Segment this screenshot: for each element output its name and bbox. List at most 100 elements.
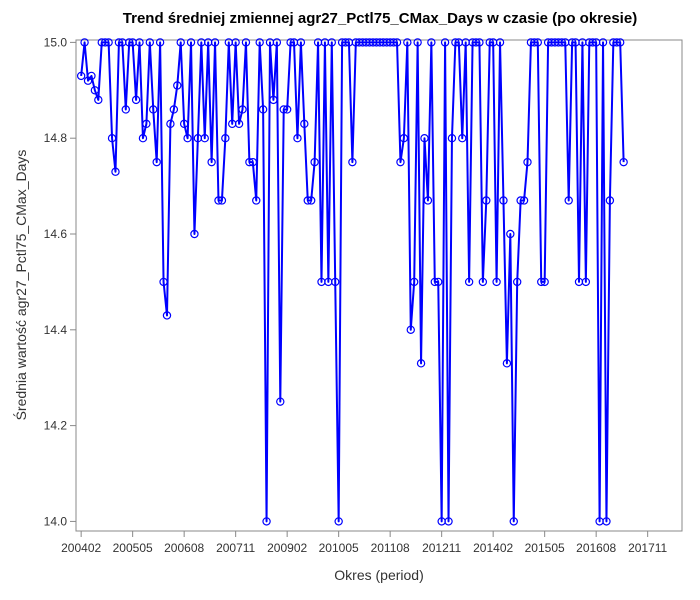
data-point	[207, 157, 216, 167]
data-point	[533, 38, 543, 47]
data-point	[581, 277, 591, 287]
data-point	[145, 38, 155, 47]
data-point	[588, 38, 597, 47]
y-tick-label: 14.8	[44, 131, 68, 145]
data-point	[241, 38, 251, 47]
data-point	[183, 133, 192, 143]
data-point	[152, 157, 161, 167]
data-point	[310, 157, 319, 167]
data-point	[186, 38, 196, 47]
data-point	[296, 38, 306, 47]
series-layer	[76, 38, 628, 526]
data-point	[231, 38, 240, 47]
data-point	[169, 105, 179, 114]
data-point	[567, 38, 577, 47]
data-point	[530, 38, 539, 47]
data-point	[293, 133, 302, 143]
data-point	[162, 311, 172, 320]
data-point	[221, 133, 230, 143]
data-point	[537, 277, 546, 287]
data-point	[523, 157, 532, 167]
data-point	[121, 105, 130, 114]
data-point	[173, 81, 182, 90]
data-point	[217, 196, 227, 205]
data-point	[482, 196, 491, 205]
data-point	[409, 277, 419, 287]
data-point	[80, 38, 89, 47]
data-point	[100, 38, 110, 47]
data-point	[605, 196, 615, 205]
data-point	[190, 229, 199, 239]
data-point	[495, 38, 505, 47]
data-point	[135, 38, 144, 47]
data-point	[447, 133, 457, 143]
data-point	[403, 38, 412, 47]
data-point	[492, 277, 501, 287]
data-point	[210, 38, 220, 47]
data-point	[245, 157, 254, 167]
chart-title: Trend średniej zmiennej agr27_Pctl75_CMa…	[122, 10, 638, 27]
data-point	[612, 38, 621, 47]
x-tick-label: 200902	[267, 541, 307, 555]
data-point	[444, 517, 453, 526]
data-point	[90, 86, 100, 95]
data-point	[279, 105, 288, 114]
data-point	[214, 196, 223, 205]
data-point	[557, 38, 567, 47]
data-point	[516, 196, 525, 205]
axes-layer: 14.0 14.2 14.4 14.6 14.8 15.0 200402 200505 2006…	[44, 35, 668, 555]
data-point	[440, 38, 450, 47]
data-point	[416, 359, 426, 368]
data-point	[602, 517, 611, 526]
x-tick-label: 201005	[319, 541, 359, 555]
data-point	[114, 38, 124, 47]
data-point	[300, 119, 309, 129]
data-point	[258, 105, 268, 114]
x-tick-label: 201711	[628, 541, 667, 555]
data-point	[76, 71, 86, 81]
data-point	[269, 95, 278, 105]
data-point	[179, 119, 189, 129]
data-point	[502, 359, 512, 368]
data-point	[423, 196, 433, 205]
y-tick-label: 14.4	[44, 323, 68, 337]
data-point	[138, 133, 148, 143]
data-point	[166, 119, 175, 129]
x-tick-label: 201505	[525, 541, 565, 555]
x-tick-label: 200402	[61, 541, 101, 555]
data-point	[464, 277, 474, 287]
x-tick-label: 201608	[576, 541, 616, 555]
data-point	[413, 38, 422, 47]
data-point	[513, 277, 522, 287]
data-point	[238, 105, 247, 114]
data-point	[303, 196, 312, 205]
data-point	[499, 196, 508, 205]
data-point	[262, 517, 271, 526]
y-axis-label: Średnia wartość agr27_Pctl75_CMax_Days	[12, 150, 29, 421]
data-point	[458, 133, 467, 143]
y-tick-label: 15.0	[44, 35, 68, 49]
data-point	[94, 95, 103, 105]
data-point	[406, 325, 415, 335]
data-point	[272, 38, 282, 47]
data-point	[519, 196, 529, 205]
data-point	[276, 397, 285, 406]
data-point	[255, 38, 264, 47]
data-point	[149, 105, 158, 114]
data-point	[155, 38, 165, 47]
data-point	[348, 157, 357, 167]
data-point	[200, 133, 209, 143]
data-point	[111, 167, 120, 176]
data-point	[506, 229, 515, 239]
data-point	[471, 38, 481, 47]
y-tick-label: 14.6	[44, 227, 68, 241]
x-tick-label: 201108	[371, 541, 410, 555]
data-point	[306, 196, 316, 205]
data-point	[434, 277, 443, 287]
data-point	[392, 38, 402, 47]
data-point	[234, 119, 244, 129]
data-point	[427, 38, 436, 47]
series-line	[80, 41, 625, 523]
data-point	[598, 38, 608, 47]
